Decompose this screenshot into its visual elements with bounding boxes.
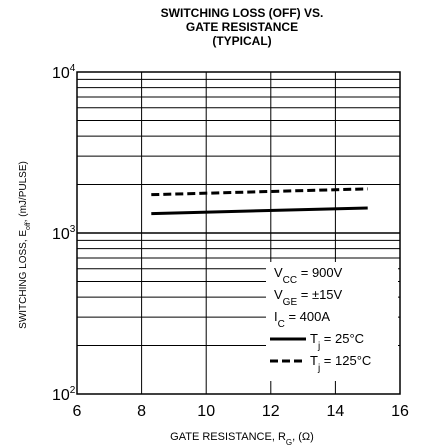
title-line-1: SWITCHING LOSS (OFF) VS. (161, 6, 324, 20)
legend-label: Tj = 125°C (310, 353, 371, 374)
chart-title: SWITCHING LOSS (OFF) VS. GATE RESISTANCE… (161, 6, 324, 48)
y-axis-label: SWITCHING LOSS, Eoff, (mJ/PULSE) (18, 161, 32, 329)
y-tick-label: 102 (52, 385, 76, 404)
x-tick-label: 14 (327, 403, 345, 420)
y-tick-label: 103 (52, 224, 76, 243)
condition-label: IC = 400A (274, 309, 330, 330)
series-layer (151, 187, 368, 216)
x-tick-labels: 6 8 10 12 14 16 (73, 403, 409, 420)
title-line-3: (TYPICAL) (212, 34, 271, 48)
y-tick-labels: 104 103 102 (52, 63, 76, 404)
condition-label: VCC = 900V (274, 265, 343, 286)
condition-label: VGE = ±15V (274, 287, 343, 308)
series-line-1 (151, 206, 368, 216)
title-line-2: GATE RESISTANCE (186, 20, 298, 34)
y-tick-label: 104 (52, 63, 76, 82)
plot-frame (76, 71, 401, 395)
x-tick-label: 10 (197, 403, 215, 420)
grid (77, 72, 400, 394)
legend-label: Tj = 25°C (310, 331, 364, 352)
x-axis-label: GATE RESISTANCE, RG, (Ω) (170, 431, 314, 446)
x-tick-label: 12 (262, 403, 280, 420)
x-tick-label: 8 (137, 403, 146, 420)
x-tick-label: 6 (73, 403, 82, 420)
x-tick-label: 16 (391, 403, 409, 420)
series-line-2 (151, 187, 368, 197)
